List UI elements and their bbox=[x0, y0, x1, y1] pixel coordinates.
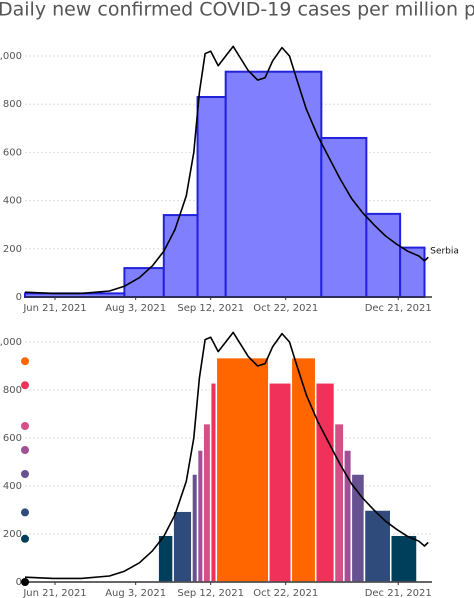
bar bbox=[196, 449, 204, 583]
bar bbox=[162, 214, 199, 298]
bar bbox=[350, 473, 366, 583]
color-scale-dot bbox=[21, 446, 29, 454]
y-tick-label: 800 bbox=[3, 99, 22, 110]
bar bbox=[320, 136, 368, 298]
y-tick-label: 0 bbox=[16, 577, 22, 588]
chart-title: Daily new confirmed COVID-19 cases per m… bbox=[0, 0, 474, 21]
x-tick-label: Oct 22, 2021 bbox=[253, 588, 318, 598]
bar bbox=[343, 449, 353, 583]
y-tick-label: 0 bbox=[16, 292, 22, 303]
series-label: Serbia bbox=[430, 247, 459, 257]
y-tick-label: 600 bbox=[3, 147, 22, 158]
y-tick-label: 600 bbox=[3, 433, 22, 444]
x-tick-label: Jun 21, 2021 bbox=[22, 588, 86, 598]
x-tick-label: Jun 21, 2021 bbox=[22, 303, 86, 314]
bar bbox=[196, 96, 227, 298]
x-tick-label: Dec 21, 2021 bbox=[365, 588, 432, 598]
bar bbox=[215, 356, 270, 583]
y-tick-label: 200 bbox=[3, 244, 22, 255]
bar bbox=[365, 212, 402, 298]
x-tick-label: Dec 21, 2021 bbox=[365, 303, 432, 314]
y-tick-label: 1,000 bbox=[0, 337, 22, 348]
y-tick-label: 400 bbox=[3, 481, 22, 492]
color-scale-dot bbox=[21, 470, 29, 478]
x-tick-label: Aug 3, 2021 bbox=[105, 588, 166, 598]
y-tick-label: 200 bbox=[3, 529, 22, 540]
bar bbox=[389, 534, 418, 583]
bar bbox=[202, 422, 212, 583]
bar bbox=[314, 382, 336, 583]
bar bbox=[363, 509, 392, 583]
bar bbox=[399, 246, 426, 299]
x-tick-label: Oct 22, 2021 bbox=[253, 303, 318, 314]
y-tick-label: 800 bbox=[3, 385, 22, 396]
bar bbox=[224, 70, 323, 299]
color-scale-dot bbox=[21, 508, 29, 517]
x-tick-label: Sep 12, 2021 bbox=[177, 303, 244, 314]
bar bbox=[157, 534, 174, 583]
line bbox=[24, 45, 429, 295]
color-scale-dot bbox=[21, 422, 29, 430]
line bbox=[24, 331, 429, 580]
color-scale-dot bbox=[21, 381, 29, 390]
bar bbox=[172, 510, 193, 583]
bar bbox=[333, 422, 345, 583]
bar bbox=[209, 382, 218, 583]
y-tick-label: 1,000 bbox=[0, 51, 22, 62]
bar bbox=[290, 356, 317, 583]
y-tick-label: 400 bbox=[3, 196, 22, 207]
color-scale-dot bbox=[21, 357, 29, 366]
x-tick-label: Aug 3, 2021 bbox=[105, 303, 166, 314]
x-tick-label: Sep 12, 2021 bbox=[177, 588, 244, 598]
color-scale-dot bbox=[21, 534, 29, 543]
bar bbox=[191, 473, 199, 583]
bar bbox=[268, 382, 293, 583]
color-scale-dot bbox=[21, 578, 29, 586]
